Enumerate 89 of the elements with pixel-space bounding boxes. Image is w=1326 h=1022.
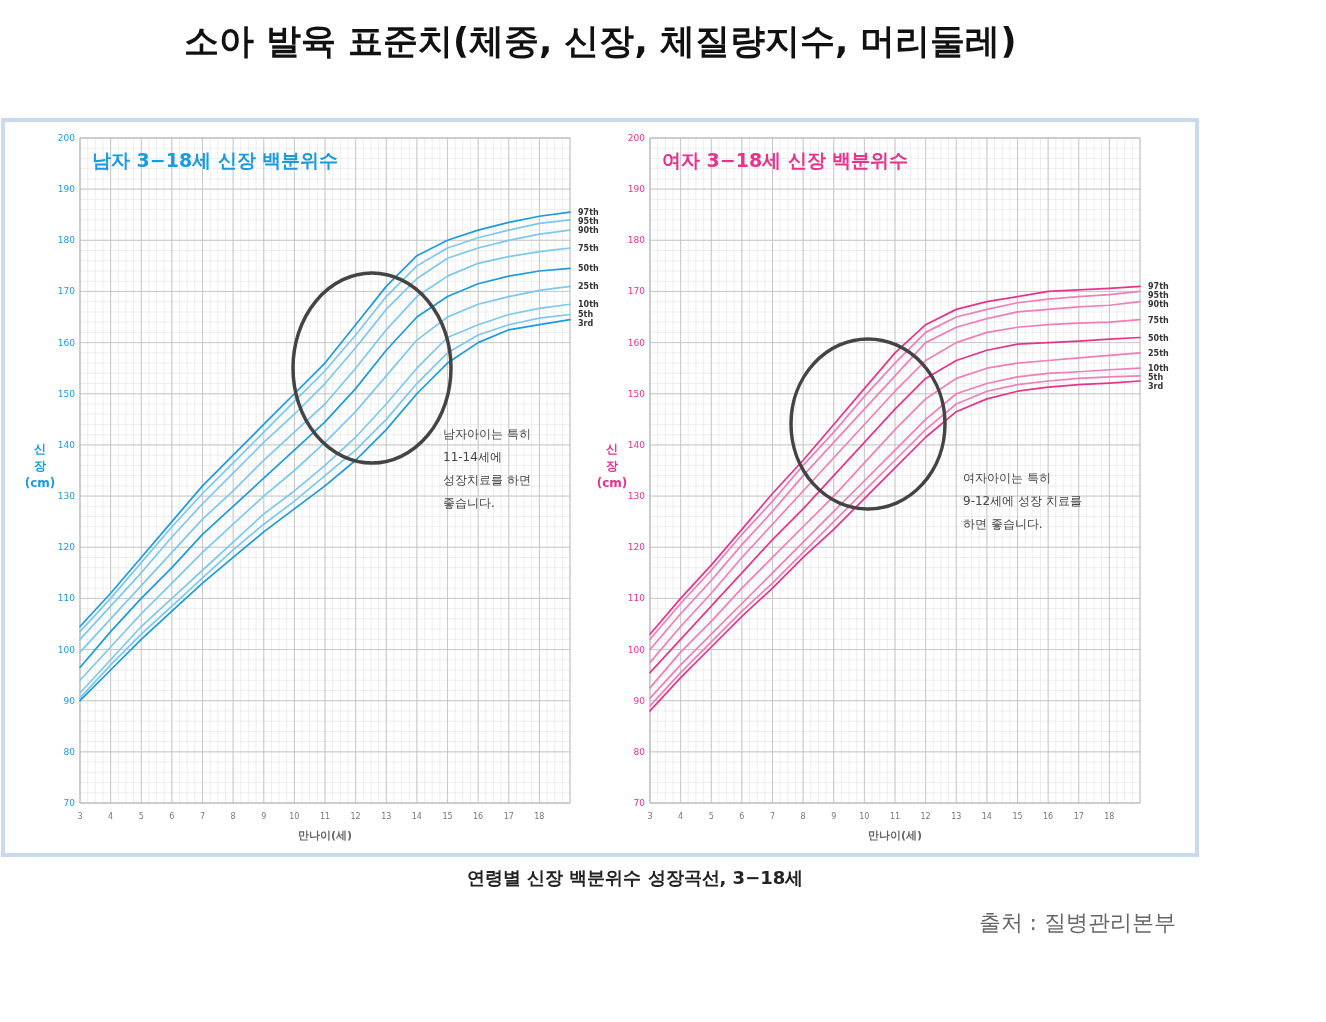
text: 연령별 신장 백분위수 성장곡선, 3−18세 — [466, 867, 804, 888]
x-tick-label: 4 — [108, 812, 114, 821]
x-tick-label: 18 — [1104, 812, 1115, 821]
series-label: 10th — [578, 300, 599, 310]
x-tick-label: 3 — [77, 812, 83, 821]
x-tick-label: 12 — [350, 812, 361, 821]
x-tick-label: 12 — [920, 812, 931, 821]
series-label: 75th — [1148, 315, 1169, 325]
x-tick-label: 9 — [831, 812, 837, 821]
y-tick-label: 70 — [633, 798, 646, 808]
text: 여자 3−18세 신장 백분위수 — [662, 149, 909, 171]
series-label: 3rd — [1148, 382, 1164, 392]
x-tick-label: 13 — [381, 812, 392, 821]
x-tick-label: 15 — [1012, 812, 1023, 821]
x-tick-label: 16 — [1043, 812, 1054, 821]
x-tick-label: 7 — [199, 812, 206, 821]
annotation: 여자아이는 특히 9-12세에 성장 치료를 하면 좋습니다. — [963, 471, 1082, 531]
source-note: 출처 : 질병관리본부 — [978, 910, 1176, 935]
series-label: 97th — [1148, 282, 1169, 292]
y-axis-title: 신 장 (cm) — [24, 441, 56, 490]
x-tick-label: 8 — [230, 812, 236, 821]
y-tick-label: 130 — [57, 491, 76, 502]
x-tick-label: 9 — [261, 812, 267, 821]
y-tick-label: 200 — [57, 133, 76, 143]
y-tick-label: 160 — [627, 337, 646, 348]
y-tick-label: 200 — [627, 133, 646, 143]
y-tick-label: 190 — [57, 184, 76, 195]
x-tick-label: 18 — [534, 812, 545, 821]
y-tick-label: 140 — [57, 439, 76, 450]
x-tick-label: 6 — [739, 812, 745, 821]
y-tick-label: 130 — [627, 491, 646, 502]
annotation: 남자아이는 특히 11-14세에 성장치료를 하면 좋습니다. — [443, 427, 531, 510]
x-tick-label: 16 — [473, 812, 484, 821]
y-tick-label: 120 — [627, 542, 646, 553]
x-tick-label: 17 — [1073, 812, 1084, 821]
y-tick-label: 140 — [627, 439, 646, 450]
series-label: 75th — [578, 243, 599, 253]
x-tick-label: 5 — [708, 812, 714, 821]
y-tick-label: 150 — [627, 388, 646, 399]
x-tick-label: 5 — [138, 812, 144, 821]
series-label: 50th — [1148, 333, 1169, 343]
x-tick-label: 13 — [951, 812, 962, 821]
x-tick-label: 4 — [678, 812, 684, 821]
x-tick-label: 3 — [647, 812, 653, 821]
y-axis-title: 신 장 (cm) — [596, 441, 628, 490]
x-axis-title: 만나이(세) — [867, 829, 923, 842]
series-label: 10th — [1148, 364, 1169, 374]
y-tick-label: 110 — [57, 593, 76, 604]
series-label: 25th — [1148, 348, 1169, 358]
y-tick-label: 120 — [57, 542, 76, 553]
y-tick-label: 100 — [627, 644, 646, 655]
y-tick-label: 160 — [57, 337, 76, 348]
series-label: 95th — [1148, 291, 1169, 301]
series-label: 90th — [578, 226, 599, 236]
series-label: 97th — [578, 208, 599, 218]
x-tick-label: 15 — [442, 812, 453, 821]
series-label: 95th — [578, 217, 599, 227]
series-label: 3rd — [578, 319, 594, 329]
x-tick-label: 14 — [411, 812, 422, 821]
x-tick-label: 10 — [859, 812, 870, 821]
y-tick-label: 180 — [627, 235, 646, 246]
y-tick-label: 150 — [57, 388, 76, 399]
x-tick-label: 14 — [981, 812, 992, 821]
y-tick-label: 90 — [63, 695, 76, 706]
x-tick-label: 10 — [289, 812, 300, 821]
y-tick-label: 80 — [63, 746, 76, 757]
y-tick-label: 110 — [627, 593, 646, 604]
series-label: 50th — [578, 264, 599, 274]
x-tick-label: 8 — [800, 812, 806, 821]
x-axis-title: 만나이(세) — [297, 829, 353, 842]
series-label: 5th — [1148, 373, 1164, 383]
y-tick-label: 100 — [57, 644, 76, 655]
series-label: 90th — [1148, 300, 1169, 310]
series-label: 5th — [578, 310, 594, 320]
x-tick-label: 6 — [169, 812, 175, 821]
y-tick-label: 190 — [627, 184, 646, 195]
text: 남자 3−18세 신장 백분위수 — [92, 149, 339, 171]
y-tick-label: 170 — [627, 286, 646, 297]
y-tick-label: 180 — [57, 235, 76, 246]
y-tick-label: 70 — [63, 798, 76, 808]
y-tick-label: 170 — [57, 286, 76, 297]
x-tick-label: 11 — [319, 812, 331, 821]
series-label: 25th — [578, 282, 599, 292]
text: 소아 발육 표준치(체중, 신장, 체질량지수, 머리둘레) — [183, 21, 1017, 61]
y-tick-label: 90 — [633, 695, 646, 706]
y-tick-label: 80 — [633, 746, 646, 757]
x-tick-label: 17 — [503, 812, 514, 821]
x-tick-label: 11 — [889, 812, 901, 821]
x-tick-label: 7 — [769, 812, 776, 821]
